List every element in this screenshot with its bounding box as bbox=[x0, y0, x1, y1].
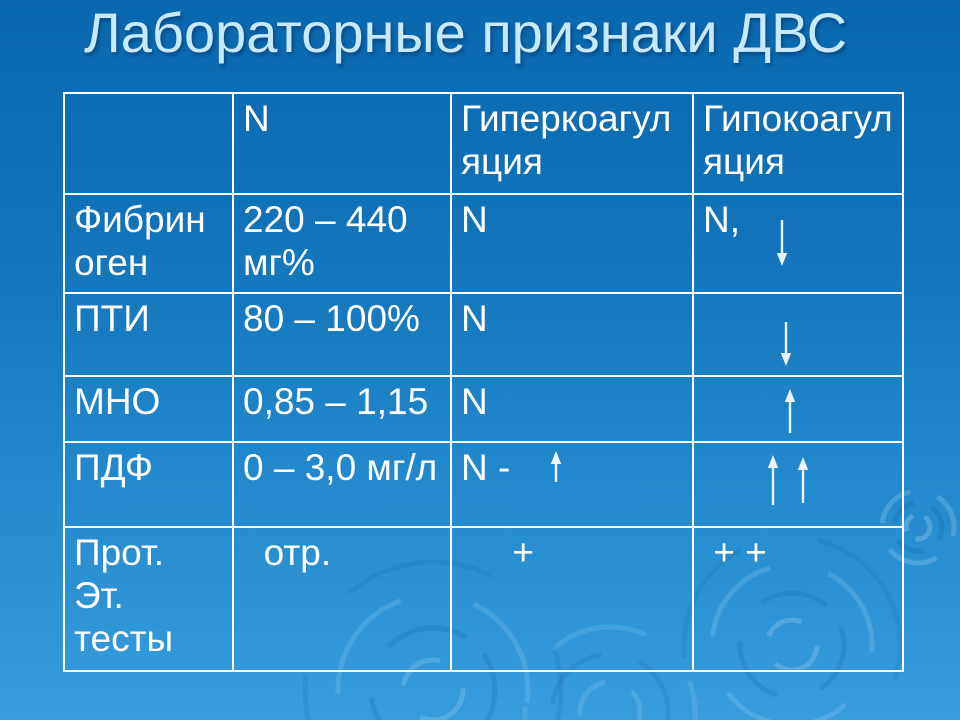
table-cell-text: отр. bbox=[243, 532, 332, 573]
table-cell-text: N, bbox=[703, 199, 740, 240]
table-cell-text: Гипокоагул яция bbox=[703, 98, 893, 182]
up-arrow-icon bbox=[767, 455, 779, 505]
table-cell-text: N bbox=[243, 98, 270, 139]
table-cell-text: 80 – 100% bbox=[243, 298, 420, 339]
table-cell-text: ПТИ bbox=[74, 298, 150, 339]
table-row: МНО 0,85 – 1,15 N bbox=[63, 375, 904, 443]
table-cell-text: + + bbox=[703, 532, 767, 573]
down-arrow-icon bbox=[780, 322, 792, 366]
table-row: Фибрин оген 220 – 440 мг% N N, bbox=[63, 193, 904, 294]
table-cell-text: 0,85 – 1,15 bbox=[243, 381, 429, 422]
table-cell: Прот. Эт. тесты bbox=[63, 526, 234, 672]
table-cell: отр. bbox=[232, 526, 452, 672]
table-cell-text: Прот. Эт. тесты bbox=[74, 532, 174, 659]
slide-title: Лабораторные признаки ДВС bbox=[84, 1, 848, 64]
table-cell: Фибрин оген bbox=[63, 193, 234, 294]
table-cell-text: N bbox=[461, 381, 488, 422]
table-cell-text: ПДФ bbox=[74, 447, 153, 488]
table-cell: 220 – 440 мг% bbox=[232, 193, 452, 294]
table-cell: + + bbox=[692, 526, 904, 672]
table-header-cell: Гипокоагул яция bbox=[692, 92, 904, 195]
table-header-cell bbox=[63, 92, 234, 195]
table-cell: 0 – 3,0 мг/л bbox=[232, 441, 452, 528]
table-cell: N, bbox=[692, 193, 904, 294]
table-cell: + bbox=[450, 526, 694, 672]
down-arrow-icon bbox=[776, 220, 788, 266]
table-header-cell: N bbox=[232, 92, 452, 195]
table-cell-text: Фибрин оген bbox=[74, 199, 206, 283]
table-cell: ПТИ bbox=[63, 292, 234, 377]
table-row: ПТИ 80 – 100% N bbox=[63, 292, 904, 377]
table-cell bbox=[692, 292, 904, 377]
table-cell: 0,85 – 1,15 bbox=[232, 375, 452, 443]
table-header-row: N Гиперкоагул яция Гипокоагул яция bbox=[63, 92, 904, 195]
table-row: Прот. Эт. тесты отр. + + + bbox=[63, 526, 904, 672]
table-header-cell: Гиперкоагул яция bbox=[450, 92, 694, 195]
table-cell-text: N bbox=[461, 199, 488, 240]
table-cell: N bbox=[450, 193, 694, 294]
up-arrow-icon bbox=[550, 451, 562, 482]
table-cell-text: + bbox=[461, 532, 535, 573]
table-cell-text: 220 – 440 мг% bbox=[243, 199, 408, 283]
table-cell-text: N bbox=[461, 298, 488, 339]
table-cell bbox=[692, 375, 904, 443]
table-row: ПДФ 0 – 3,0 мг/л N - bbox=[63, 441, 904, 528]
table-cell-text: Гиперкоагул яция bbox=[461, 98, 672, 182]
table-cell bbox=[692, 441, 904, 528]
table-cell: МНО bbox=[63, 375, 234, 443]
lab-signs-table: N Гиперкоагул яция Гипокоагул яция Фибрин о… bbox=[63, 92, 904, 672]
table-cell: ПДФ bbox=[63, 441, 234, 528]
table-cell: N bbox=[450, 292, 694, 377]
up-arrow-icon bbox=[784, 389, 796, 433]
up-arrow-icon bbox=[797, 457, 809, 503]
table-cell-text: 0 – 3,0 мг/л bbox=[243, 447, 438, 488]
table-cell: N bbox=[450, 375, 694, 443]
table-cell: 80 – 100% bbox=[232, 292, 452, 377]
table-cell-text: МНО bbox=[74, 381, 161, 422]
table-cell: N - bbox=[450, 441, 694, 528]
table-cell-text: N - bbox=[461, 447, 521, 488]
